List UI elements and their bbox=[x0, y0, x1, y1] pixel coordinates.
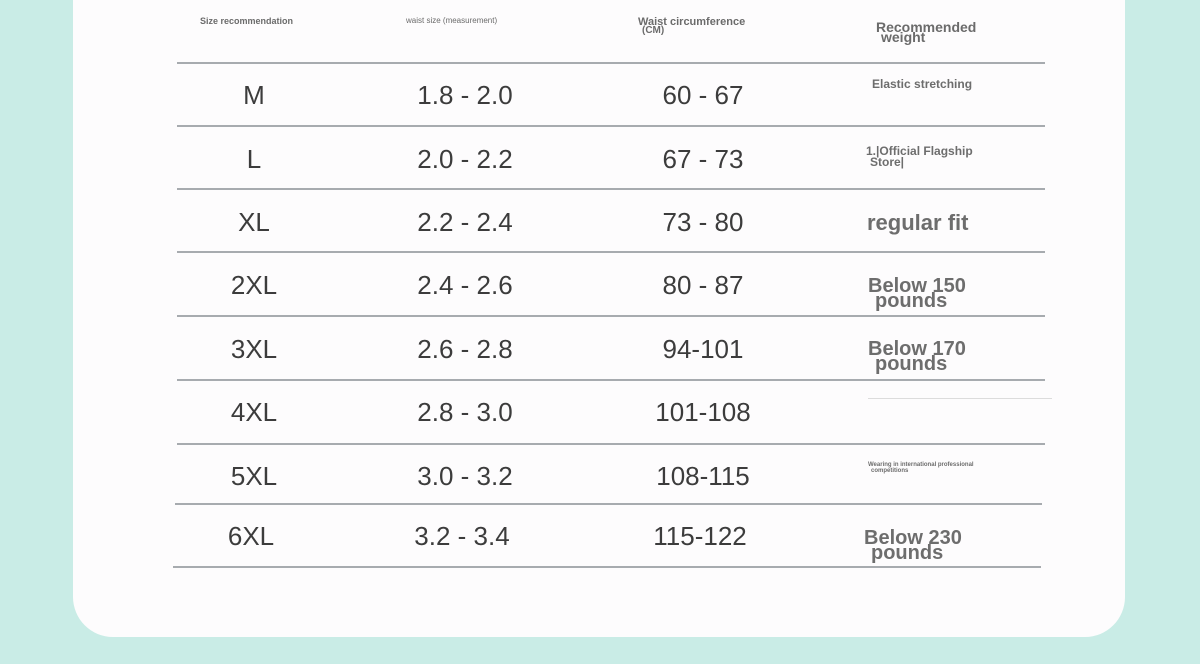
table-divider bbox=[173, 566, 1041, 568]
row-2xl-circumference: 80 - 87 bbox=[662, 270, 744, 300]
note-regular-fit: regular fit bbox=[867, 210, 969, 235]
row-m-circumference: 60 - 67 bbox=[662, 80, 744, 110]
row-4xl-waist: 2.8 - 3.0 bbox=[417, 397, 513, 427]
header-waist-circumference: Waist circumference (CM) bbox=[638, 17, 745, 36]
row-6xl-waist: 3.2 - 3.4 bbox=[414, 521, 510, 551]
table-divider bbox=[177, 315, 1045, 317]
row-5xl-size: 5XL bbox=[230, 461, 278, 491]
header-waist-measurement: waist size (measurement) bbox=[406, 16, 498, 25]
table-divider bbox=[177, 379, 1045, 381]
table-divider bbox=[177, 443, 1045, 445]
row-xl-size: XL bbox=[238, 207, 270, 237]
row-3xl-circumference: 94-101 bbox=[662, 334, 744, 364]
note-170-line2: pounds bbox=[875, 353, 948, 375]
row-3xl-size: 3XL bbox=[230, 334, 278, 364]
row-3xl-waist: 2.6 - 2.8 bbox=[417, 334, 513, 364]
note-intl-line1: Wearing in international professional bbox=[868, 462, 974, 468]
row-l-waist: 2.0 - 2.2 bbox=[417, 144, 513, 174]
row-m-waist: 1.8 - 2.0 bbox=[417, 80, 513, 110]
header-circumference-unit: (CM) bbox=[642, 25, 665, 36]
row-6xl-size: 6XL bbox=[227, 521, 275, 551]
header-weight-line1: Recommended bbox=[876, 19, 977, 35]
note-elastic-stretching: Elastic stretching bbox=[872, 77, 973, 91]
header-circumference-label: Waist circumference bbox=[638, 16, 746, 28]
header-recommended-weight: Recommended weight bbox=[876, 20, 976, 44]
note-below-230: Below 230 pounds bbox=[864, 528, 962, 563]
row-5xl-circumference: 108-115 bbox=[656, 461, 750, 491]
note-international-competitions: Wearing in international professional co… bbox=[868, 462, 974, 474]
row-5xl-waist: 3.0 - 3.2 bbox=[417, 461, 513, 491]
row-xl-circumference: 73 - 80 bbox=[662, 207, 744, 237]
row-6xl-circumference: 115-122 bbox=[653, 521, 747, 551]
table-divider bbox=[177, 251, 1045, 253]
row-m-size: M bbox=[243, 80, 265, 110]
note-150-line1: Below 150 bbox=[868, 275, 966, 297]
row-2xl-waist: 2.4 - 2.6 bbox=[417, 270, 513, 300]
row-2xl-size: 2XL bbox=[230, 270, 278, 300]
note-below-170: Below 170 pounds bbox=[868, 339, 966, 374]
row-4xl-circumference: 101-108 bbox=[655, 397, 751, 427]
table-divider bbox=[177, 125, 1045, 127]
table-divider bbox=[175, 503, 1042, 505]
size-chart-card bbox=[73, 0, 1125, 637]
header-size-recommendation: Size recommendation bbox=[200, 16, 294, 26]
note-150-line2: pounds bbox=[875, 290, 948, 312]
row-4xl-size: 4XL bbox=[230, 397, 278, 427]
table-divider bbox=[177, 188, 1045, 190]
row-l-size: L bbox=[246, 144, 262, 174]
faint-divider bbox=[868, 398, 1052, 399]
note-170-line1: Below 170 bbox=[868, 338, 966, 360]
note-230-line2: pounds bbox=[871, 542, 944, 564]
note-official-store: 1.|Official Flagship Store| bbox=[866, 145, 973, 168]
table-divider bbox=[177, 62, 1045, 64]
header-weight-line2: weight bbox=[881, 29, 926, 45]
note-230-line1: Below 230 bbox=[864, 527, 962, 549]
row-l-circumference: 67 - 73 bbox=[662, 144, 744, 174]
note-store-line1: 1.|Official Flagship bbox=[866, 144, 973, 158]
note-intl-line2: competitions bbox=[871, 468, 909, 474]
note-store-line2: Store| bbox=[870, 155, 905, 169]
row-xl-waist: 2.2 - 2.4 bbox=[417, 207, 513, 237]
note-below-150: Below 150 pounds bbox=[868, 276, 966, 311]
